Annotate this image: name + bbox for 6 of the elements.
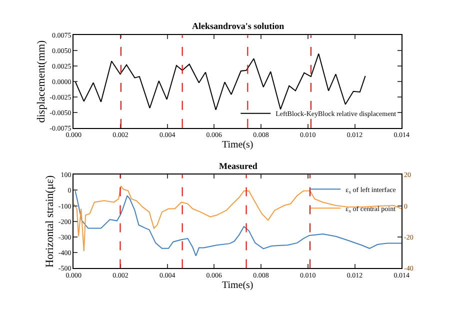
y-axis-title: displacement(mm) (35, 40, 48, 123)
chart-title: Measured (219, 161, 258, 171)
x-axis-title: Time(s) (222, 280, 254, 292)
chart-title: Aleksandrova's solution (192, 21, 284, 31)
x-axis-title: Time(s) (222, 140, 254, 151)
y-axis-title: Horizontal strain(με) (44, 175, 56, 268)
